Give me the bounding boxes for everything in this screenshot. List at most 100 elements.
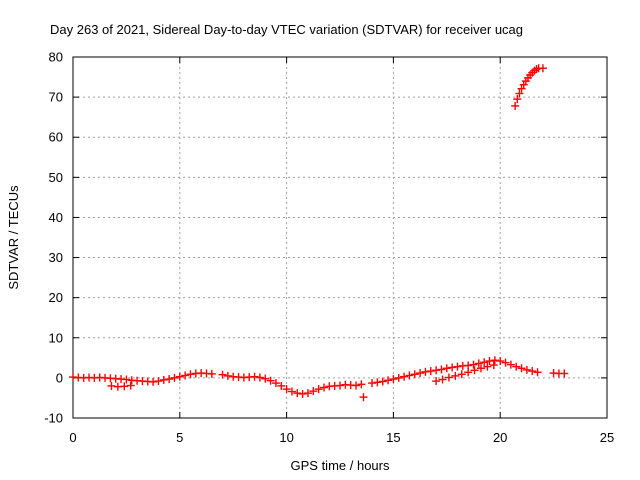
x-tick-label: 10 <box>279 430 293 445</box>
x-tick-label: 20 <box>493 430 507 445</box>
data-point <box>186 370 195 379</box>
data-point <box>506 360 515 369</box>
data-point <box>282 385 291 394</box>
data-point <box>432 377 441 386</box>
data-point <box>336 381 344 390</box>
data-point <box>373 378 382 387</box>
data-point <box>149 377 158 386</box>
data-point <box>405 371 414 380</box>
data-point <box>517 84 526 93</box>
data-point <box>181 371 190 380</box>
data-point <box>480 358 489 367</box>
data-point <box>126 381 135 390</box>
data-point <box>352 381 361 390</box>
x-axis-label: GPS time / hours <box>291 458 390 473</box>
data-point <box>453 362 462 371</box>
data-point <box>319 383 328 392</box>
data-point <box>490 356 499 365</box>
data-point <box>255 373 264 382</box>
axis-ticks: 0 5 10 15 20 25 -10 0 10 20 30 40 50 60 70 80 <box>44 50 614 446</box>
data-point <box>266 376 275 385</box>
data-point <box>218 370 227 379</box>
data-point <box>107 381 116 390</box>
data-point <box>384 376 393 385</box>
data-point <box>298 389 307 398</box>
data-point <box>464 361 473 370</box>
data-point <box>489 361 498 370</box>
data-point <box>378 377 387 386</box>
data-point <box>207 369 216 378</box>
data-point <box>469 360 478 369</box>
data-point <box>287 387 296 396</box>
data-point <box>394 373 403 382</box>
data-point <box>533 368 542 377</box>
data-point <box>522 365 531 374</box>
data-point <box>175 372 184 381</box>
data-point <box>426 367 435 376</box>
data-point <box>421 367 430 376</box>
data-points <box>69 64 569 402</box>
data-point <box>496 357 505 366</box>
plot-frame <box>72 56 608 419</box>
data-point <box>357 380 366 389</box>
data-point <box>512 362 521 371</box>
data-point <box>271 379 280 388</box>
data-point <box>314 385 323 394</box>
chart-title: Day 263 of 2021, Sidereal Day-to-day VTE… <box>50 22 523 37</box>
y-tick-label: 40 <box>49 210 63 225</box>
y-tick-label: 60 <box>49 130 63 145</box>
data-point <box>560 369 569 378</box>
data-point <box>437 365 446 374</box>
y-tick-label: 20 <box>49 290 63 305</box>
data-point <box>448 363 457 372</box>
data-point <box>517 364 526 373</box>
grid <box>73 57 607 418</box>
data-point <box>309 387 318 396</box>
data-point <box>389 375 398 384</box>
data-point <box>223 371 232 380</box>
data-point <box>410 370 419 379</box>
x-tick-label: 5 <box>176 430 183 445</box>
data-point <box>474 359 483 368</box>
data-point <box>400 372 409 381</box>
data-point <box>250 372 259 381</box>
data-point <box>438 375 447 384</box>
data-point <box>451 371 460 380</box>
data-point <box>416 369 425 378</box>
data-point <box>154 377 163 386</box>
data-point <box>170 373 179 382</box>
y-tick-label: 30 <box>49 250 63 265</box>
data-point <box>483 362 492 371</box>
data-point <box>464 368 473 377</box>
data-point <box>368 379 377 388</box>
data-point <box>444 373 453 382</box>
y-tick-label: 80 <box>49 50 63 65</box>
y-tick-label: 50 <box>49 170 63 185</box>
data-point <box>261 374 270 383</box>
x-tick-label: 15 <box>386 430 400 445</box>
x-tick-label: 25 <box>600 430 614 445</box>
data-point <box>457 370 466 379</box>
y-tick-label: 10 <box>49 330 63 345</box>
data-point <box>359 393 368 402</box>
data-point <box>485 357 494 366</box>
data-point <box>120 382 129 391</box>
data-point <box>515 89 524 98</box>
y-tick-label: -10 <box>44 411 63 426</box>
data-point <box>122 375 131 384</box>
data-point <box>476 364 485 373</box>
y-axis-label: SDTVAR / TECUs <box>6 185 21 290</box>
data-point <box>159 375 168 384</box>
data-point <box>442 364 451 373</box>
data-point <box>501 358 510 367</box>
y-tick-label: 70 <box>49 90 63 105</box>
data-point <box>432 366 441 375</box>
data-point <box>470 366 479 375</box>
data-point <box>293 389 302 398</box>
x-tick-label: 0 <box>69 430 76 445</box>
data-point <box>165 375 174 384</box>
data-point <box>513 95 522 104</box>
data-point <box>303 389 312 398</box>
data-point <box>511 101 520 110</box>
data-point <box>538 64 547 73</box>
